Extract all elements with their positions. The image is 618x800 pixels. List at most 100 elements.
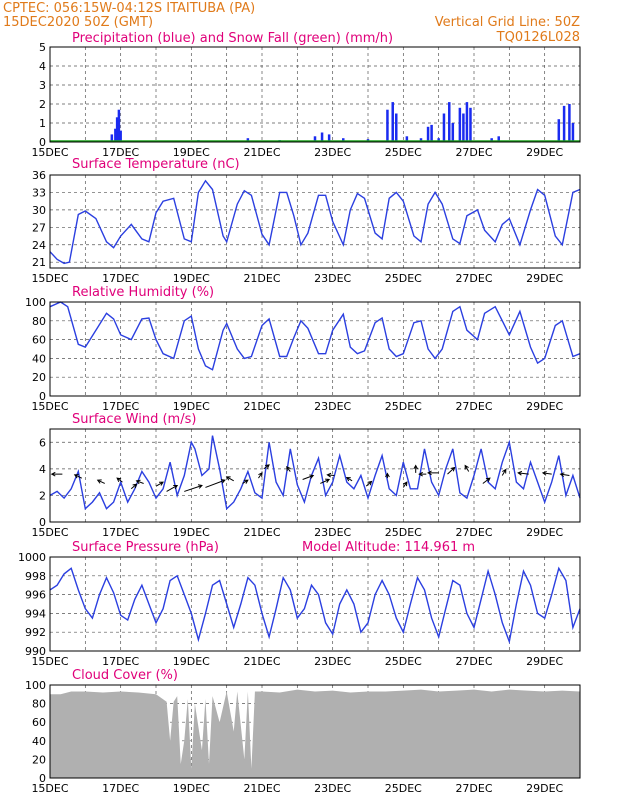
pressure-y-tick-label: 996	[25, 589, 46, 602]
precip-x-tick-label: 19DEC	[173, 146, 210, 159]
wind-arrow	[225, 476, 234, 482]
precip-bar	[246, 138, 250, 142]
wind-series-line	[49, 435, 581, 511]
precip-bar	[451, 123, 455, 142]
temperature-y-tick-label: 36	[32, 169, 46, 182]
pressure-x-tick-label: 15DEC	[31, 655, 68, 668]
precip-x-tick-label: 17DEC	[102, 146, 139, 159]
humidity-x-tick-label: 23DEC	[314, 400, 351, 413]
cloud-y-tick-label: 80	[32, 698, 46, 711]
wind-arrow	[50, 471, 63, 477]
cloud-y-tick-label: 40	[32, 735, 46, 748]
pressure-annotation: Model Altitude: 114.961 m	[302, 540, 475, 555]
wind-x-tick-label: 21DEC	[243, 526, 280, 539]
humidity-y-tick-label: 0	[39, 390, 46, 403]
precip-bar	[442, 113, 446, 142]
temperature-y-tick-label: 27	[32, 221, 46, 234]
wind-arrow	[184, 484, 203, 492]
humidity-y-tick-label: 100	[25, 296, 46, 309]
precip-x-tick-label: 21DEC	[243, 146, 280, 159]
precip-bar	[469, 107, 472, 142]
pressure-y-tick-label: 1000	[18, 551, 46, 564]
wind-x-tick-label: 29DEC	[526, 526, 563, 539]
cloud-x-tick-label: 21DEC	[243, 782, 280, 795]
wind-arrow	[73, 474, 83, 479]
wind-arrow	[263, 464, 270, 470]
cloud-x-tick-label: 27DEC	[455, 782, 492, 795]
pressure-y-tick-label: 998	[25, 570, 46, 583]
precip-bar	[562, 105, 566, 142]
precip-bar	[430, 124, 433, 142]
wind-x-tick-label: 17DEC	[102, 526, 139, 539]
precip-panel: Precipitation (blue) and Snow Fall (gree…	[31, 31, 581, 159]
precip-bar	[571, 123, 575, 142]
wind-arrow	[242, 479, 249, 484]
humidity-x-tick-label: 17DEC	[102, 400, 139, 413]
panels: Precipitation (blue) and Snow Fall (gree…	[18, 31, 581, 795]
temperature-x-tick-label: 17DEC	[102, 272, 139, 285]
wind-arrow	[482, 477, 491, 484]
pressure-panel: Surface Pressure (hPa) Model Altitude: 11…	[18, 540, 581, 668]
wind-arrow	[541, 470, 552, 476]
humidity-x-tick-label: 15DEC	[31, 400, 68, 413]
wind-arrow	[116, 477, 123, 483]
wind-y-tick-label: 2	[39, 489, 46, 502]
cloud-y-tick-label: 0	[39, 772, 46, 785]
precip-bar	[327, 134, 331, 142]
temperature-x-tick-label: 23DEC	[314, 272, 351, 285]
temperature-x-tick-label: 27DEC	[455, 272, 492, 285]
cloud-frame	[49, 684, 581, 779]
precip-y-tick-label: 0	[39, 136, 46, 149]
precip-bar	[462, 113, 465, 142]
temperature-panel: Surface Temperature (nC) 15DEC 17DEC 19DEC 2…	[31, 157, 581, 285]
temperature-y-tick-label: 21	[32, 256, 46, 269]
humidity-frame	[49, 301, 581, 397]
precip-bar	[568, 104, 571, 142]
precip-bar	[320, 132, 324, 142]
wind-arrow	[345, 476, 353, 482]
humidity-x-tick-label: 25DEC	[385, 400, 422, 413]
wind-arrow	[385, 472, 390, 479]
precip-bar	[386, 109, 389, 142]
wind-x-tick-label: 25DEC	[385, 526, 422, 539]
precip-bar	[458, 107, 462, 142]
cloud-y-tick-label: 100	[25, 679, 46, 692]
wind-arrow	[559, 472, 570, 477]
precip-bar	[313, 136, 317, 142]
temperature-series-line	[49, 179, 581, 265]
wind-arrow	[326, 472, 335, 478]
pressure-y-tick-label: 992	[25, 626, 46, 639]
wind-arrow	[135, 479, 144, 485]
precip-bar	[115, 117, 119, 142]
wind-frame	[49, 428, 581, 523]
precip-x-tick-label: 23DEC	[314, 146, 351, 159]
cloud-x-tick-label: 29DEC	[526, 782, 563, 795]
wind-y-tick-label: 6	[39, 436, 46, 449]
temperature-y-tick-label: 24	[32, 239, 46, 252]
wind-arrow	[464, 464, 470, 472]
header-station: CPTEC: 056:15W-04:12S ITAITUBA (PA)	[3, 1, 255, 16]
precip-bar	[426, 126, 430, 142]
precip-bar	[437, 138, 440, 142]
humidity-y-tick-label: 60	[32, 334, 46, 347]
precip-bar	[497, 136, 500, 142]
pressure-frame	[49, 556, 581, 652]
pressure-x-tick-label: 27DEC	[455, 655, 492, 668]
wind-arrow	[501, 468, 507, 476]
temperature-x-tick-label: 25DEC	[385, 272, 422, 285]
precip-y-tick-label: 5	[39, 41, 46, 54]
wind-arrow	[418, 471, 427, 477]
pressure-y-tick-label: 990	[25, 645, 46, 658]
cloud-panel: Cloud Cover (%) 15DEC 17DEC 19DEC 21DEC 23DEC…	[25, 668, 581, 795]
wind-arrow	[447, 466, 456, 475]
pressure-x-tick-label: 17DEC	[102, 655, 139, 668]
temperature-x-tick-label: 19DEC	[173, 272, 210, 285]
cloud-y-tick-label: 60	[32, 716, 46, 729]
temperature-title: Surface Temperature (nC)	[72, 157, 240, 172]
precip-x-tick-label: 27DEC	[455, 146, 492, 159]
humidity-panel: Relative Humidity (%) 15DEC 17DEC 19DEC 21DE…	[25, 285, 581, 413]
humidity-y-tick-label: 20	[32, 371, 46, 384]
wind-y-tick-label: 4	[39, 463, 46, 476]
wind-title: Surface Wind (m/s)	[72, 412, 196, 427]
